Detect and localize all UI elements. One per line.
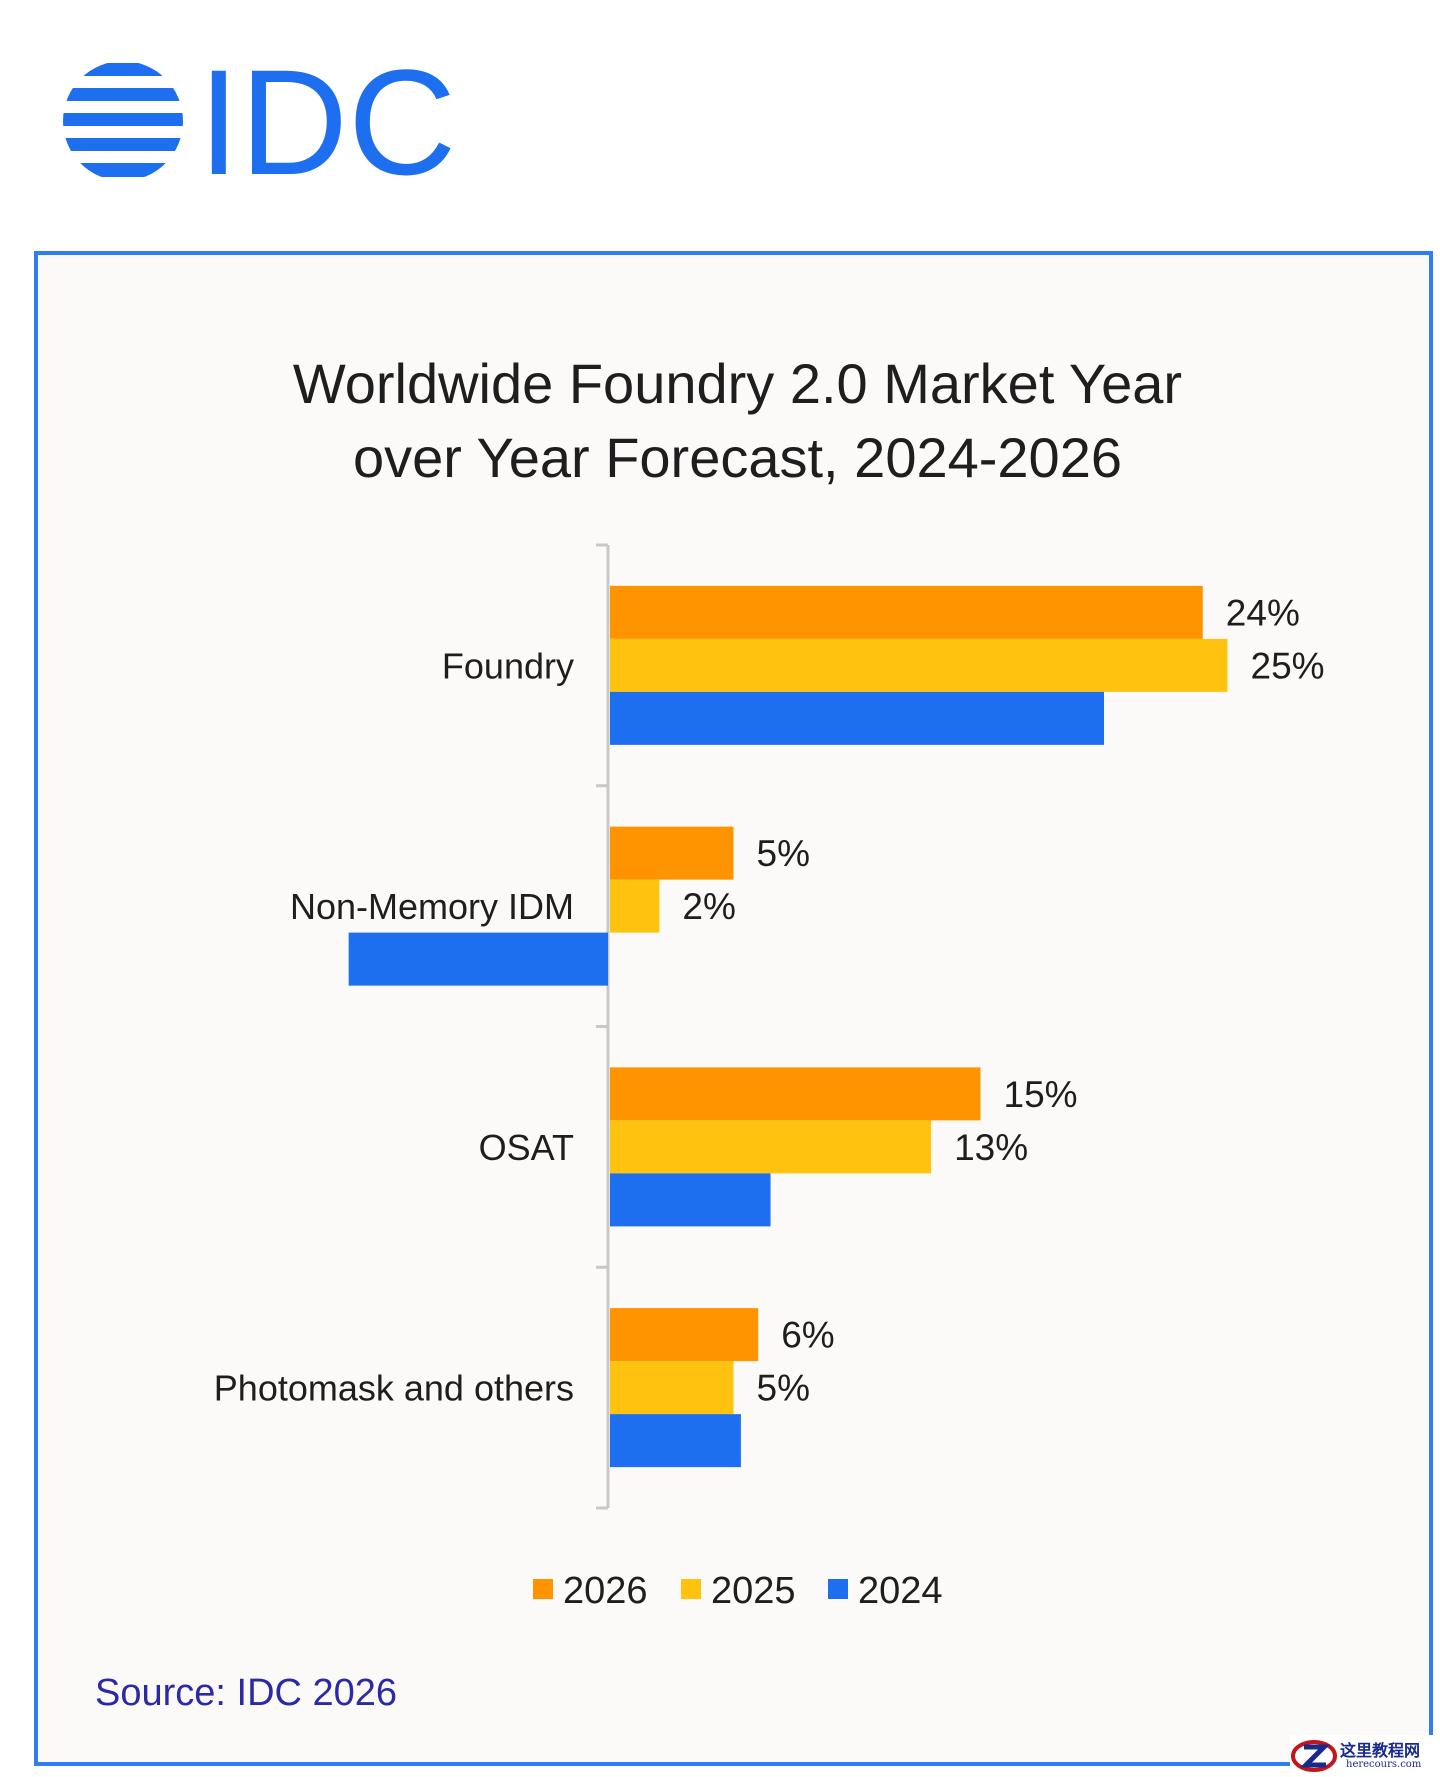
watermark-url: herecours.com: [1346, 1759, 1422, 1770]
legend-swatch-2025: [681, 1579, 701, 1599]
legend-label: 2026: [563, 1570, 648, 1612]
bar-2024: [610, 691, 1104, 745]
idc-logo: IDC: [63, 58, 456, 188]
chart-title-line-1: Worldwide Foundry 2.0 Market Year: [292, 352, 1183, 415]
chart-title: Worldwide Foundry 2.0 Market Year over Y…: [0, 347, 1440, 495]
data-label: 25%: [1251, 645, 1325, 686]
data-label: 13%: [954, 1127, 1028, 1168]
category-label: Foundry: [442, 645, 574, 686]
data-label: 6%: [781, 1315, 834, 1356]
globe-icon: [63, 63, 183, 177]
legend-label: 2024: [858, 1570, 943, 1612]
chart-panel: [34, 251, 1433, 1766]
data-label: 15%: [1004, 1074, 1078, 1115]
legend-swatch-2026: [533, 1579, 553, 1599]
source-note: Source: IDC 2026: [95, 1672, 398, 1714]
category-label: Non-Memory IDM: [290, 886, 574, 927]
data-label: 24%: [1226, 592, 1300, 633]
bar-2026: [610, 826, 734, 880]
bar-2024: [348, 932, 608, 986]
bar-2024: [610, 1173, 771, 1227]
legend-swatch-2024: [828, 1579, 848, 1599]
data-label: 5%: [757, 833, 810, 874]
category-label: Photomask and others: [214, 1368, 574, 1409]
logo-wordmark: IDC: [198, 58, 456, 188]
bar-2025: [610, 879, 660, 933]
data-label: 2%: [682, 886, 735, 927]
bar-2025: [610, 1361, 734, 1415]
watermark-text: 这里教程网: [1340, 1741, 1421, 1760]
category-label: OSAT: [479, 1127, 574, 1168]
chart-title-line-2: over Year Forecast, 2024-2026: [353, 426, 1122, 489]
legend-label: 2025: [711, 1570, 796, 1612]
bar-2025: [610, 1120, 932, 1174]
bar-2025: [610, 638, 1228, 692]
watermark: 这里教程网 herecours.com: [1290, 1735, 1440, 1777]
bar-2024: [610, 1414, 741, 1468]
bar-2026: [610, 1067, 981, 1121]
watermark-logo-icon: [1291, 1740, 1337, 1772]
data-label: 5%: [757, 1368, 810, 1409]
bar-2026: [610, 1308, 759, 1362]
bar-2026: [610, 585, 1203, 639]
